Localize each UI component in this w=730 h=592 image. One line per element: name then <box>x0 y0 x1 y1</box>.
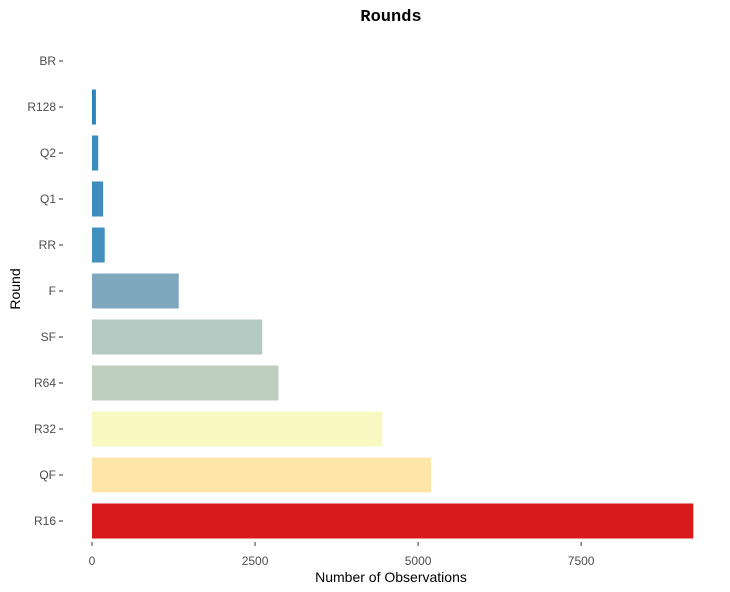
x-axis: 0 2500 5000 7500 <box>89 542 595 568</box>
y-tick-label-sf: SF <box>41 330 56 344</box>
bar-q2 <box>92 135 99 171</box>
bars <box>92 89 694 539</box>
y-tick-label-r32: R32 <box>34 422 56 436</box>
x-axis-title: Number of Observations <box>315 569 467 585</box>
y-tick-label-f: F <box>49 284 56 298</box>
y-tick-label-q1: Q1 <box>40 192 56 206</box>
y-tick-label-r128: R128 <box>27 100 56 114</box>
bar-r32 <box>92 411 383 447</box>
x-tick-label-7500: 7500 <box>568 554 595 568</box>
y-tick-label-rr: RR <box>39 238 57 252</box>
bar-f <box>92 273 179 309</box>
bar-qf <box>92 457 432 493</box>
y-tick-label-r16: R16 <box>34 514 56 528</box>
x-tick-label-5000: 5000 <box>405 554 432 568</box>
x-tick-label-0: 0 <box>89 554 96 568</box>
y-tick-label-qf: QF <box>39 468 56 482</box>
y-tick-label-q2: Q2 <box>40 146 56 160</box>
bar-sf <box>92 319 263 355</box>
y-tick-label-br: BR <box>39 54 56 68</box>
x-tick-label-2500: 2500 <box>242 554 269 568</box>
y-axis: BR R128 Q2 Q1 RR F SF R64 R32 QF R16 <box>27 54 63 528</box>
bar-q1 <box>92 181 104 217</box>
bar-r128 <box>92 89 96 125</box>
bar-r64 <box>92 365 279 401</box>
y-axis-title: Round <box>7 268 23 309</box>
bar-rr <box>92 227 105 263</box>
bar-r16 <box>92 503 694 539</box>
y-tick-label-r64: R64 <box>34 376 56 390</box>
chart-title: Rounds <box>360 8 421 27</box>
